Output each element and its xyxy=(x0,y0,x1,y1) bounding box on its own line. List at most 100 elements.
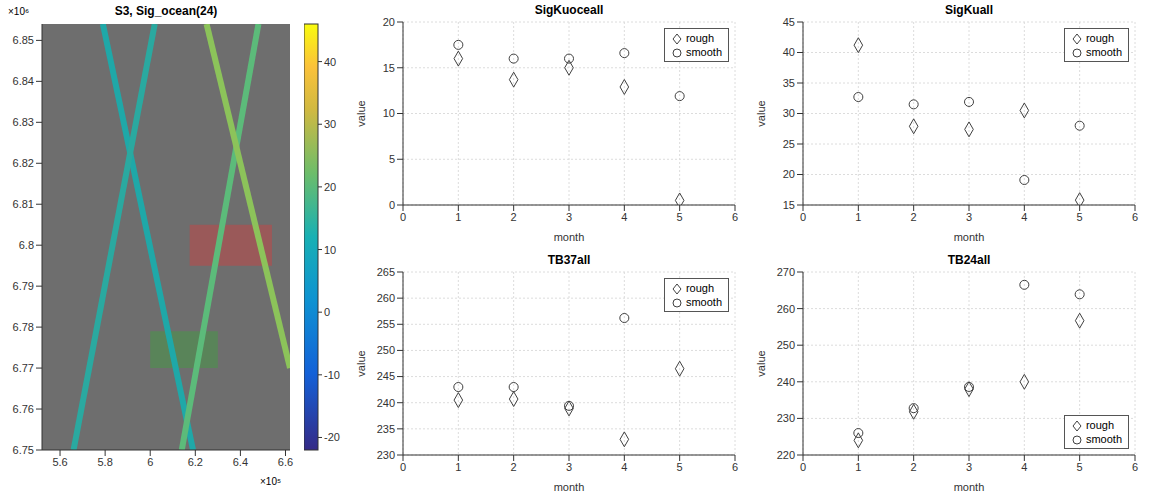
svg-text:4: 4 xyxy=(1021,211,1027,223)
svg-text:230: 230 xyxy=(777,412,795,424)
svg-text:255: 255 xyxy=(377,318,395,330)
svg-text:0: 0 xyxy=(800,461,806,473)
html-text:SigKuall: SigKuall xyxy=(945,3,993,17)
svg-text:0: 0 xyxy=(800,211,806,223)
svg-text:6.81: 6.81 xyxy=(13,198,34,210)
svg-text:10: 10 xyxy=(324,244,336,256)
svg-text:0: 0 xyxy=(400,461,406,473)
html-text:TB37all: TB37all xyxy=(547,253,591,267)
svg-text:1: 1 xyxy=(455,211,461,223)
svg-text:20: 20 xyxy=(783,168,795,180)
html-text:rough: rough xyxy=(685,32,715,44)
svg-text:15: 15 xyxy=(783,199,795,211)
svg-text:5: 5 xyxy=(1077,461,1083,473)
svg-text:month: month xyxy=(954,481,985,493)
svg-text:5: 5 xyxy=(677,211,683,223)
svg-text:6.78: 6.78 xyxy=(13,321,34,333)
svg-text:2: 2 xyxy=(511,211,517,223)
svg-text:250: 250 xyxy=(377,344,395,356)
html-text:rough: rough xyxy=(1085,418,1115,431)
svg-text:6: 6 xyxy=(732,211,738,223)
html-text:smooth: smooth xyxy=(685,296,722,309)
html-text:rough: rough xyxy=(685,282,715,294)
svg-text:5.6: 5.6 xyxy=(52,456,67,468)
svg-text:40: 40 xyxy=(324,56,336,68)
svg-text:25: 25 xyxy=(783,138,795,150)
svg-text:value: value xyxy=(355,350,367,376)
svg-text:230: 230 xyxy=(377,449,395,461)
svg-text:6.79: 6.79 xyxy=(13,280,34,292)
svg-text:1: 1 xyxy=(855,461,861,473)
html-text:SigKuoceall: SigKuoceall xyxy=(534,3,604,17)
html-text:smooth: smooth xyxy=(1085,432,1122,445)
svg-text:30: 30 xyxy=(783,107,795,119)
svg-text:4: 4 xyxy=(1021,461,1027,473)
svg-text:45: 45 xyxy=(783,16,795,28)
svg-text:2: 2 xyxy=(911,211,917,223)
svg-text:235: 235 xyxy=(377,423,395,435)
svg-text:15: 15 xyxy=(383,62,395,74)
html-text:rough: rough xyxy=(1085,32,1115,44)
svg-text:270: 270 xyxy=(777,266,795,278)
svg-text:5.8: 5.8 xyxy=(97,456,112,468)
svg-text:6.84: 6.84 xyxy=(13,75,34,87)
svg-text:4: 4 xyxy=(621,211,627,223)
svg-text:250: 250 xyxy=(777,339,795,351)
svg-text:6: 6 xyxy=(1132,211,1138,223)
svg-text:0: 0 xyxy=(400,211,406,223)
svg-text:245: 245 xyxy=(377,370,395,382)
svg-text:3: 3 xyxy=(966,211,972,223)
svg-text:-10: -10 xyxy=(324,369,340,381)
svg-text:5: 5 xyxy=(677,461,683,473)
svg-text:0: 0 xyxy=(389,199,395,211)
svg-text:value: value xyxy=(755,100,767,126)
svg-text:2: 2 xyxy=(511,461,517,473)
svg-text:0: 0 xyxy=(324,306,330,318)
svg-text:6.6: 6.6 xyxy=(278,456,293,468)
svg-text:6.82: 6.82 xyxy=(13,157,34,169)
svg-text:-20: -20 xyxy=(324,431,340,443)
svg-text:6: 6 xyxy=(732,461,738,473)
html-text:smooth: smooth xyxy=(685,46,722,59)
svg-text:20: 20 xyxy=(383,16,395,28)
svg-text:35: 35 xyxy=(783,77,795,89)
svg-text:6.77: 6.77 xyxy=(13,362,34,374)
svg-text:month: month xyxy=(554,231,585,243)
svg-text:20: 20 xyxy=(324,181,336,193)
svg-text:220: 220 xyxy=(777,449,795,461)
svg-text:240: 240 xyxy=(777,376,795,388)
svg-text:6.2: 6.2 xyxy=(188,456,203,468)
html-text:smooth: smooth xyxy=(1085,46,1122,59)
svg-text:6.4: 6.4 xyxy=(233,456,248,468)
svg-text:10: 10 xyxy=(383,107,395,119)
svg-text:5: 5 xyxy=(1077,211,1083,223)
svg-text:month: month xyxy=(954,231,985,243)
svg-text:3: 3 xyxy=(966,461,972,473)
html-text:TB24all: TB24all xyxy=(947,253,991,267)
svg-text:value: value xyxy=(755,350,767,376)
svg-text:month: month xyxy=(554,481,585,493)
html-text:S3, Sig_ocean(24): S3, Sig_ocean(24) xyxy=(114,4,218,18)
html-text:×10⁶: ×10⁶ xyxy=(8,6,30,17)
svg-text:3: 3 xyxy=(566,211,572,223)
svg-text:6.85: 6.85 xyxy=(13,34,34,46)
svg-text:5: 5 xyxy=(389,153,395,165)
svg-text:1: 1 xyxy=(855,211,861,223)
svg-text:6: 6 xyxy=(147,456,153,468)
svg-text:3: 3 xyxy=(566,461,572,473)
svg-text:6.76: 6.76 xyxy=(13,403,34,415)
svg-text:30: 30 xyxy=(324,118,336,130)
svg-text:value: value xyxy=(355,100,367,126)
svg-text:1: 1 xyxy=(455,461,461,473)
svg-text:2: 2 xyxy=(911,461,917,473)
svg-text:240: 240 xyxy=(377,397,395,409)
svg-text:6.8: 6.8 xyxy=(19,239,34,251)
svg-text:40: 40 xyxy=(783,46,795,58)
svg-text:4: 4 xyxy=(621,461,627,473)
svg-text:260: 260 xyxy=(777,303,795,315)
svg-text:6.83: 6.83 xyxy=(13,116,34,128)
svg-text:265: 265 xyxy=(377,266,395,278)
svg-text:260: 260 xyxy=(377,292,395,304)
svg-text:6: 6 xyxy=(1132,461,1138,473)
svg-text:6.75: 6.75 xyxy=(13,444,34,456)
